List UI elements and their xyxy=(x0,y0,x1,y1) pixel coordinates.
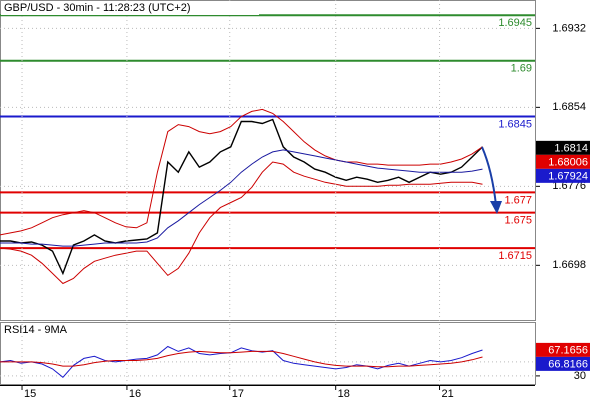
level-label: 1.675 xyxy=(504,215,532,227)
price-tag-box xyxy=(536,168,590,183)
arrow-shaft xyxy=(481,146,497,206)
x-tick-label: 17 xyxy=(232,388,244,400)
price-tag-label: 1.67924 xyxy=(548,170,588,182)
rsi-title: RSI14 - 9MA xyxy=(4,324,68,336)
series-line xyxy=(0,161,483,285)
price-tag: 66.8166 xyxy=(536,356,590,371)
y-tick-label: 1.6698 xyxy=(552,259,586,271)
level-label: 1.677 xyxy=(504,194,532,206)
price-tag-label: 66.8166 xyxy=(548,358,588,370)
series-line xyxy=(0,149,483,247)
series-line xyxy=(0,118,483,276)
price-tag: 1.67924 xyxy=(536,168,590,183)
y-tick-label: 30 xyxy=(574,370,586,382)
y-tick-label: 1.6776 xyxy=(552,180,586,192)
price-tag-label: 67.1656 xyxy=(548,344,588,356)
price-tag: 1.68006 xyxy=(536,154,590,169)
y-tick-label: 1.6854 xyxy=(552,101,586,113)
price-tag: 1.6814 xyxy=(536,140,590,155)
chart-title: GBP/USD - 30min - 11:28:23 (UTC+2) xyxy=(4,2,191,14)
price-tag-box xyxy=(536,140,590,155)
forecast-arrow xyxy=(481,146,502,214)
y-tick-label: 1.6932 xyxy=(552,22,586,34)
rsi-panel xyxy=(0,322,536,385)
level-label: 1.69 xyxy=(511,63,532,75)
price-tag: 67.1656 xyxy=(536,342,590,357)
price-tag-label: 1.6814 xyxy=(554,142,588,154)
arrow-head xyxy=(490,201,502,214)
main-panel xyxy=(0,0,536,321)
price-tag-box xyxy=(536,342,590,357)
x-tick-label: 21 xyxy=(442,388,454,400)
price-tag-box xyxy=(536,356,590,371)
series-line xyxy=(0,350,483,368)
title-bg xyxy=(1,1,259,15)
level-label: 1.6945 xyxy=(498,17,532,29)
level-label: 1.6715 xyxy=(498,250,532,262)
x-tick-label: 18 xyxy=(338,388,350,400)
x-tick-label: 16 xyxy=(129,388,141,400)
level-label: 1.6845 xyxy=(498,118,532,130)
series-line xyxy=(0,345,483,378)
series-line xyxy=(0,108,483,236)
price-tag-label: 1.68006 xyxy=(548,156,588,168)
x-tick-label: 15 xyxy=(24,388,36,400)
price-tag-box xyxy=(536,154,590,169)
